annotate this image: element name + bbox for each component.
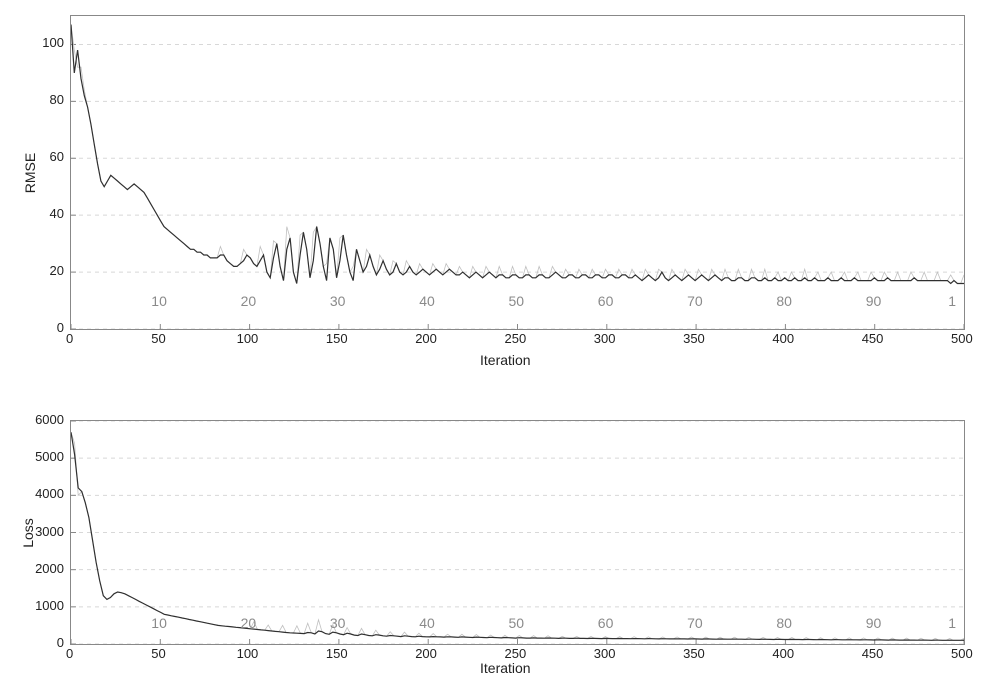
x-tick-label: 300	[594, 646, 616, 661]
x-tick-label: 100	[237, 646, 259, 661]
loss-xlabel: Iteration	[480, 660, 531, 676]
inner-epoch-label: 1	[948, 615, 956, 631]
loss-ylabel: Loss	[20, 518, 36, 548]
y-tick-label: 2000	[35, 561, 64, 576]
rmse-chart-panel	[70, 15, 965, 330]
inner-epoch-label: 20	[241, 293, 257, 309]
rmse-chart-svg	[71, 16, 964, 329]
x-tick-label: 450	[862, 331, 884, 346]
y-tick-label: 100	[42, 35, 64, 50]
x-tick-label: 50	[151, 331, 165, 346]
x-tick-label: 300	[594, 331, 616, 346]
y-tick-label: 3000	[35, 524, 64, 539]
rmse-ylabel: RMSE	[22, 153, 38, 193]
x-tick-label: 250	[505, 646, 527, 661]
inner-epoch-label: 30	[330, 615, 346, 631]
x-tick-label: 0	[66, 646, 73, 661]
x-tick-label: 200	[415, 646, 437, 661]
y-tick-label: 0	[57, 320, 64, 335]
inner-epoch-label: 90	[866, 293, 882, 309]
x-tick-label: 500	[951, 331, 973, 346]
y-tick-label: 60	[50, 149, 64, 164]
inner-epoch-label: 80	[776, 615, 792, 631]
training-plots-page: RMSE Iteration Loss Iteration 0204060801…	[0, 0, 1000, 666]
inner-epoch-label: 1	[948, 293, 956, 309]
y-tick-label: 1000	[35, 598, 64, 613]
inner-epoch-label: 60	[598, 615, 614, 631]
x-tick-label: 400	[772, 331, 794, 346]
x-tick-label: 350	[683, 331, 705, 346]
y-tick-label: 0	[57, 635, 64, 650]
y-tick-label: 20	[50, 263, 64, 278]
inner-epoch-label: 70	[687, 293, 703, 309]
inner-epoch-label: 50	[509, 615, 525, 631]
y-tick-label: 40	[50, 206, 64, 221]
x-tick-label: 100	[237, 331, 259, 346]
inner-epoch-label: 40	[419, 293, 435, 309]
loss-chart-panel	[70, 420, 965, 645]
inner-epoch-label: 30	[330, 293, 346, 309]
x-tick-label: 150	[326, 331, 348, 346]
x-tick-label: 350	[683, 646, 705, 661]
inner-epoch-label: 90	[866, 615, 882, 631]
rmse-xlabel: Iteration	[480, 352, 531, 368]
y-tick-label: 6000	[35, 412, 64, 427]
inner-epoch-label: 40	[419, 615, 435, 631]
inner-epoch-label: 60	[598, 293, 614, 309]
inner-epoch-label: 10	[151, 615, 167, 631]
inner-epoch-label: 10	[151, 293, 167, 309]
x-tick-label: 450	[862, 646, 884, 661]
x-tick-label: 0	[66, 331, 73, 346]
x-tick-label: 250	[505, 331, 527, 346]
x-tick-label: 500	[951, 646, 973, 661]
x-tick-label: 200	[415, 331, 437, 346]
x-tick-label: 400	[772, 646, 794, 661]
inner-epoch-label: 80	[776, 293, 792, 309]
x-tick-label: 150	[326, 646, 348, 661]
x-tick-label: 50	[151, 646, 165, 661]
y-tick-label: 5000	[35, 449, 64, 464]
inner-epoch-label: 20	[241, 615, 257, 631]
inner-epoch-label: 70	[687, 615, 703, 631]
loss-chart-svg	[71, 421, 964, 644]
y-tick-label: 80	[50, 92, 64, 107]
y-tick-label: 4000	[35, 486, 64, 501]
inner-epoch-label: 50	[509, 293, 525, 309]
